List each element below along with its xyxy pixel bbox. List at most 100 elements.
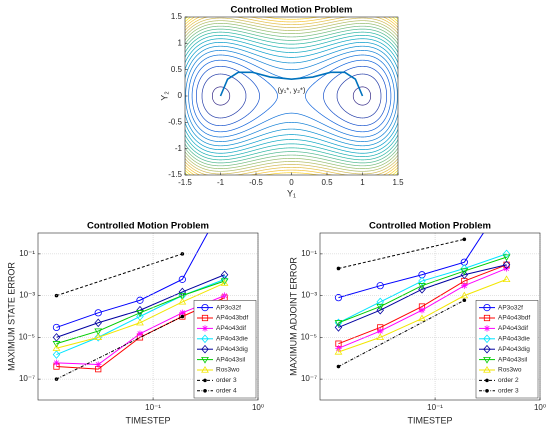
marker [334,294,343,302]
contour-line [185,28,398,164]
contour-line [185,20,398,172]
series-line [338,253,507,324]
legend-marker [201,334,209,344]
marker [136,330,144,337]
marker [461,282,468,289]
contour-line [201,73,247,119]
contour-line [185,17,398,175]
contour-line [185,38,398,154]
y-tick-label: 10⁻⁷ [19,374,35,383]
contour-line [185,45,398,147]
marker [95,361,102,368]
legend-marker [201,344,209,354]
marker [136,296,144,304]
series-line [56,253,183,297]
marker [418,307,426,314]
legend-label: order 2 [498,377,519,384]
legend: AP3o32f AP4o43bdf AP4o43dif AP4o43die AP4o43… [475,300,539,399]
y-axis-label: MAXIMUM STATE ERROR [6,262,16,371]
marker [503,194,509,200]
legend-label: AP3o32f [498,304,523,311]
legend-label: Ros3wo [216,367,240,374]
marker [53,359,60,367]
legend-label: AP4o43die [216,336,248,343]
x-tick-label: 1 [360,178,365,187]
x-tick-label: 10⁰ [534,403,546,412]
legend-label: AP4o43dif [498,325,528,332]
marker [377,327,384,335]
marker [460,268,469,276]
legend-label: AP4o43dif [216,325,246,332]
legend-marker [203,378,207,383]
marker [220,279,229,286]
axes-box [37,232,259,401]
legend-marker [201,366,209,373]
contour-line [323,65,387,127]
marker [136,310,144,317]
legend-label: AP4o43dig [498,346,530,353]
marker [94,318,102,328]
series-line [338,264,507,345]
marker [52,323,61,332]
contour-line [185,17,398,175]
x-tick-label: 0.5 [321,178,333,187]
contour-line [185,25,398,167]
y-tick-label: 10⁻¹ [19,249,35,258]
contour-line [188,54,395,138]
marker [52,344,61,351]
marker [334,323,343,332]
marker [178,297,187,305]
y-tick-label: 1 [178,38,183,47]
legend-marker [485,388,489,393]
legend: AP3o32f AP4o43bdf AP4o43dif AP4o43die AP4o43… [193,300,257,399]
marker [502,254,511,262]
y-tick-label: 10⁻⁵ [19,332,35,341]
legend-label: AP4o43bdf [216,315,248,322]
marker [502,260,511,270]
marker [336,266,341,271]
y-tick-label: 10⁻³ [301,291,317,300]
marker [460,264,469,273]
contour-line [185,50,398,142]
x-tick-label: 10⁻¹ [427,403,443,412]
marker [376,297,384,307]
chart-title: Controlled Motion Problem [87,221,209,232]
marker [178,292,187,300]
marker [460,270,469,280]
marker [376,333,385,341]
x-tick-label: -1.5 [178,178,192,187]
y-tick-label: -1 [175,144,183,153]
plot-content [334,194,511,369]
x-axis-label: TIMESTEP [407,415,452,425]
marker [52,341,61,348]
annotation: (y₁*, y₂*) [278,86,306,95]
chart-title: Controlled Motion Problem [369,221,491,232]
marker [334,320,343,327]
legend-marker [201,314,209,322]
x-tick-label: 0 [289,178,294,187]
marker [460,291,469,299]
legend-marker [483,366,491,373]
contour-line [196,65,260,127]
marker [180,314,185,319]
legend-marker [201,303,209,312]
contour-line [185,35,398,157]
series-line [338,256,507,324]
y-tick-label: 10⁻¹ [301,249,317,258]
marker [179,309,186,317]
legend-label: AP4o43sil [216,356,246,363]
panel: 10⁻¹ 10⁰ 10⁻¹ 10⁻³ 10⁻⁵ 10⁻⁷ Controlled Motion… [6,199,264,426]
x-axis-label: TIMESTEP [125,415,170,425]
axes-box [184,16,399,176]
legend-label: order 3 [498,388,519,395]
marker [178,275,186,283]
contour-line [185,23,398,169]
legend-marker [483,344,491,354]
plot-content [185,17,398,175]
legend-label: order 4 [216,388,237,395]
marker [460,258,468,266]
axes-box [319,232,541,401]
marker [221,199,227,205]
y-tick-label: 0 [178,91,183,100]
y-axis-label: Y₂ [159,91,169,101]
